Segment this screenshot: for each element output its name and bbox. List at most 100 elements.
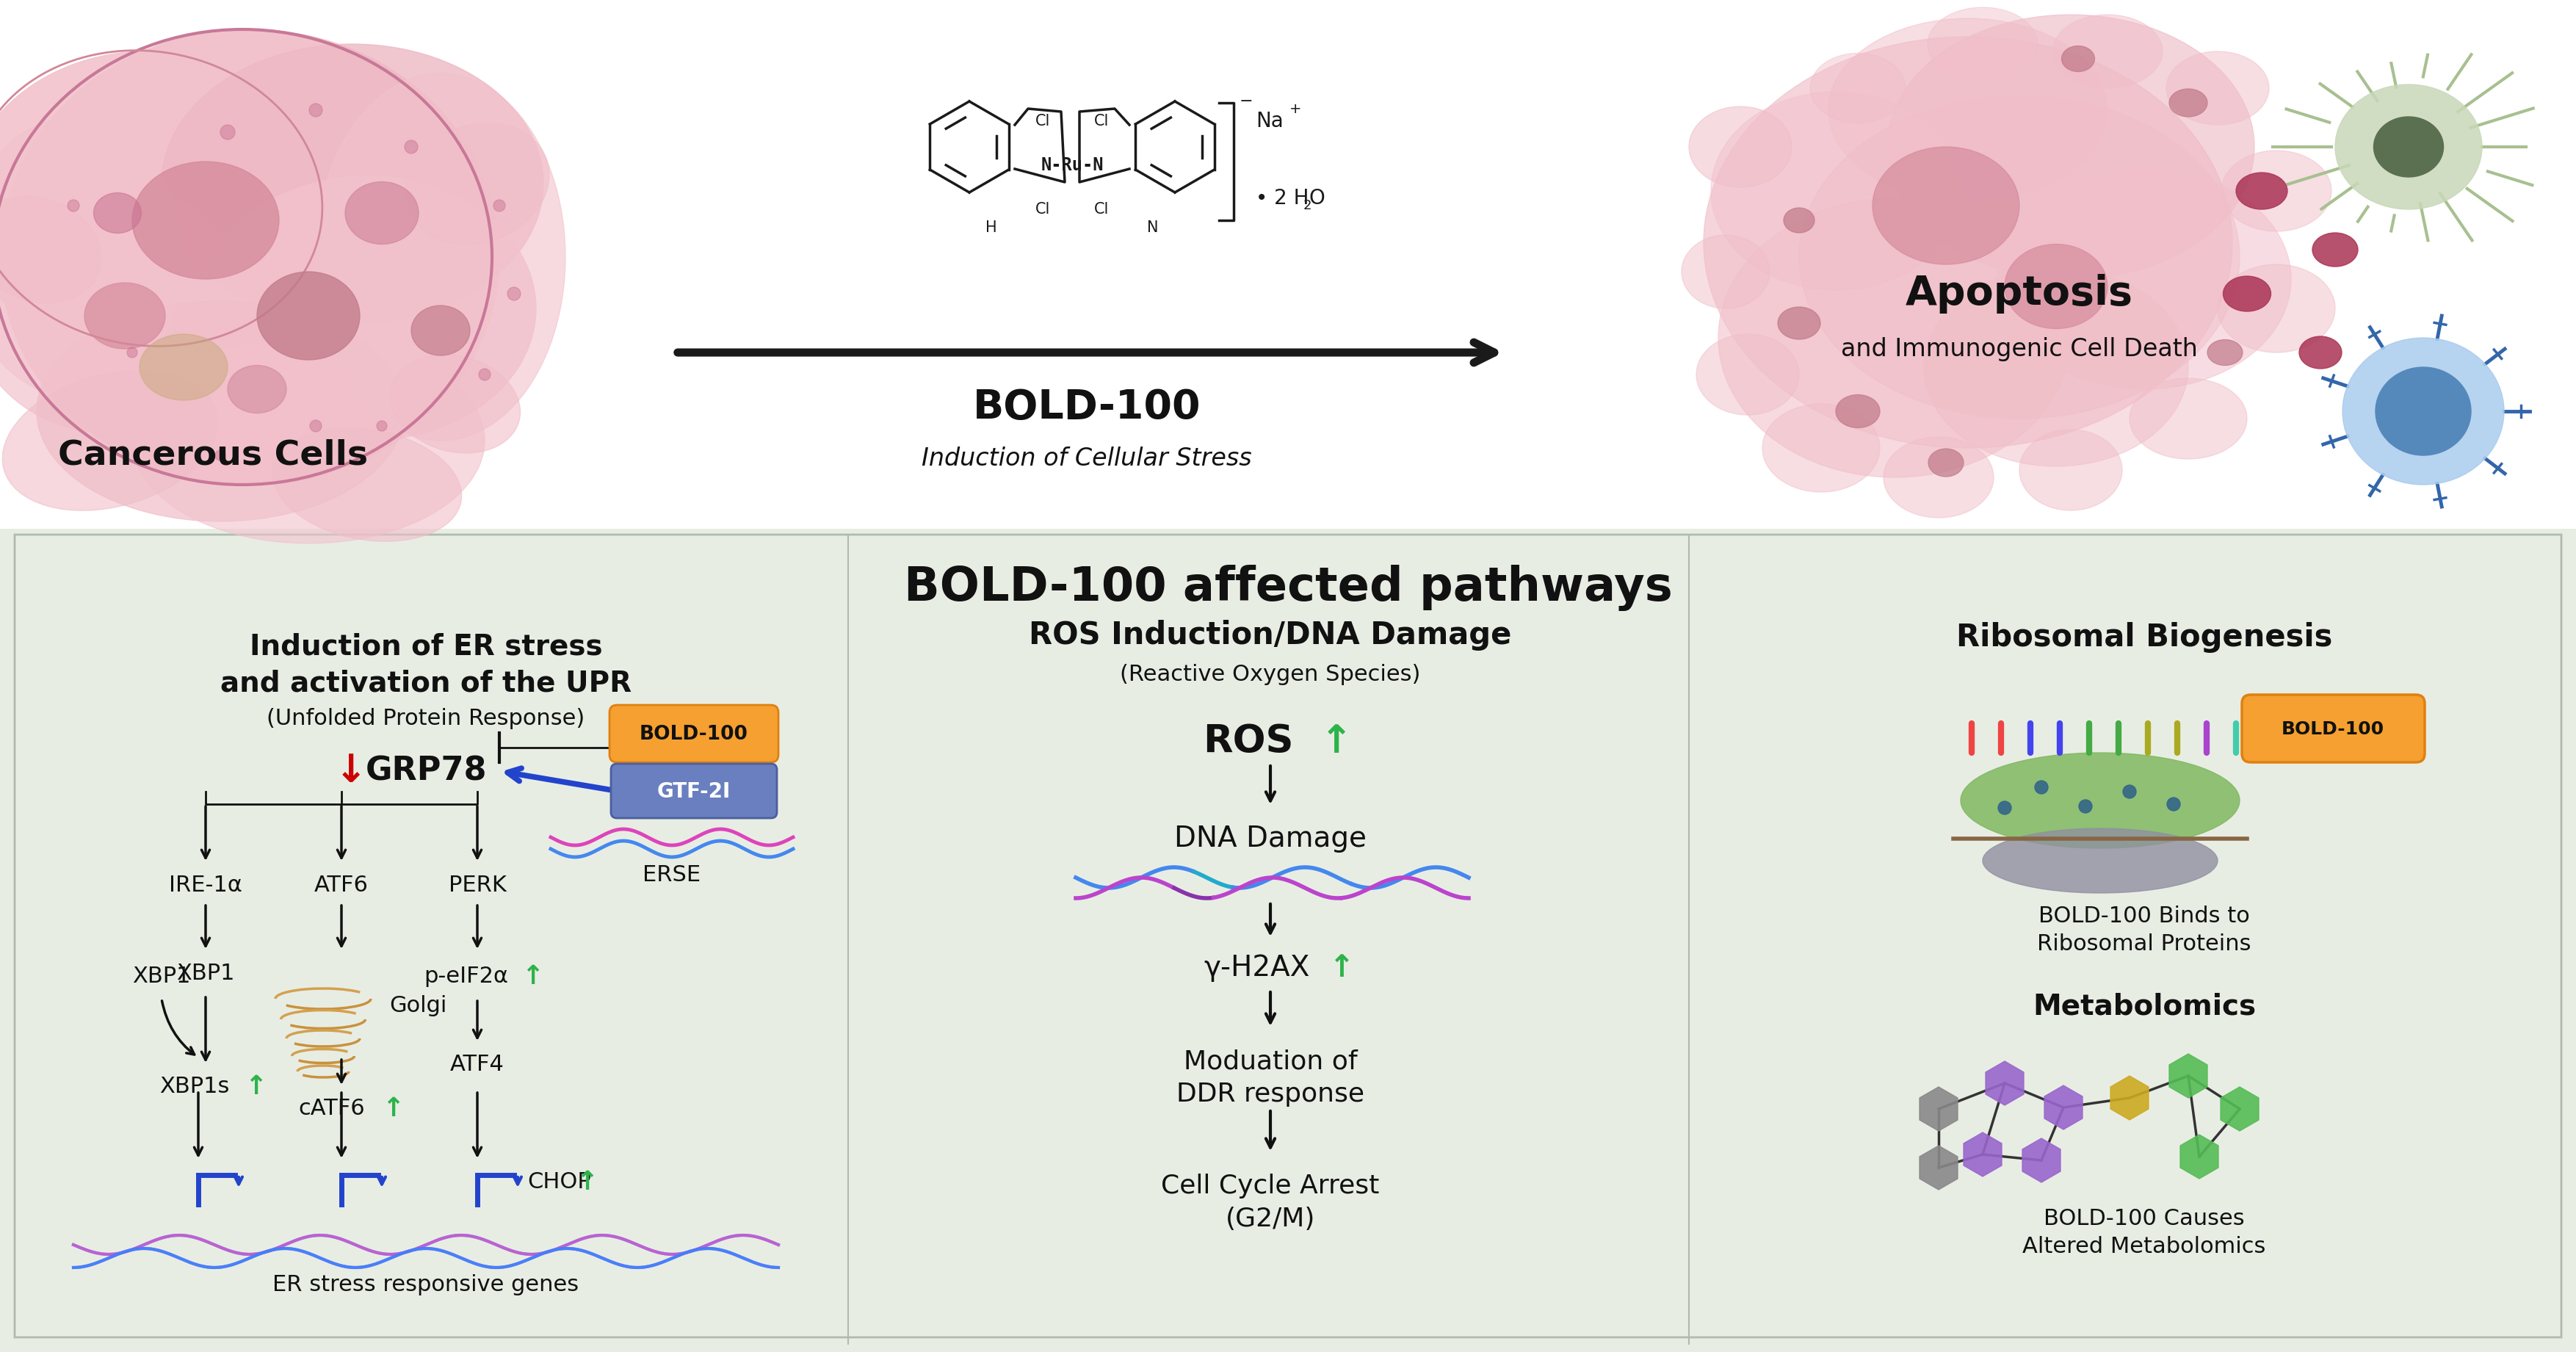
Ellipse shape	[2218, 265, 2334, 353]
Ellipse shape	[227, 365, 286, 414]
Text: BOLD-100: BOLD-100	[2282, 721, 2385, 738]
Text: Cl: Cl	[1036, 114, 1051, 128]
Text: N: N	[1146, 220, 1159, 235]
Ellipse shape	[1873, 147, 2020, 265]
Text: cATF6: cATF6	[299, 1098, 366, 1119]
Text: Ribosomal Biogenesis: Ribosomal Biogenesis	[1955, 622, 2331, 653]
Ellipse shape	[258, 272, 361, 360]
Text: −: −	[1239, 95, 1252, 108]
Ellipse shape	[2313, 233, 2357, 266]
Text: O: O	[1309, 188, 1324, 208]
Text: Cell Cycle Arrest: Cell Cycle Arrest	[1162, 1174, 1381, 1198]
Circle shape	[2123, 786, 2136, 798]
Text: ATF6: ATF6	[314, 875, 368, 895]
Text: ATF4: ATF4	[451, 1055, 505, 1075]
Text: ↑: ↑	[245, 1075, 268, 1099]
Text: ERSE: ERSE	[644, 865, 701, 886]
Circle shape	[376, 420, 386, 431]
Ellipse shape	[3, 370, 219, 511]
Text: PERK: PERK	[448, 875, 507, 895]
Text: Cl: Cl	[1095, 114, 1108, 128]
Text: Metabolomics: Metabolomics	[2032, 992, 2257, 1019]
Ellipse shape	[1777, 307, 1821, 339]
Ellipse shape	[345, 181, 417, 245]
Text: BOLD-100 affected pathways: BOLD-100 affected pathways	[904, 564, 1672, 611]
Ellipse shape	[2342, 338, 2504, 485]
Text: ↓: ↓	[335, 752, 368, 790]
Circle shape	[495, 200, 505, 211]
Ellipse shape	[131, 338, 484, 544]
Circle shape	[309, 420, 322, 431]
Ellipse shape	[1762, 404, 1880, 492]
Ellipse shape	[1710, 92, 1960, 291]
Text: BOLD-100 Causes: BOLD-100 Causes	[2043, 1209, 2244, 1230]
Text: ER stress responsive genes: ER stress responsive genes	[273, 1275, 580, 1295]
Ellipse shape	[389, 354, 520, 453]
Text: ↑: ↑	[1321, 722, 1352, 761]
Text: (Reactive Oxygen Species): (Reactive Oxygen Species)	[1121, 664, 1422, 685]
Ellipse shape	[2334, 84, 2483, 210]
Ellipse shape	[2053, 15, 2164, 88]
Circle shape	[507, 287, 520, 300]
Text: BOLD-100: BOLD-100	[974, 388, 1200, 427]
Text: DDR response: DDR response	[1177, 1082, 1365, 1107]
Ellipse shape	[2020, 430, 2123, 511]
Ellipse shape	[36, 301, 404, 522]
Ellipse shape	[1888, 15, 2254, 279]
Ellipse shape	[1829, 19, 2107, 201]
Text: p-eIF2α: p-eIF2α	[425, 967, 507, 987]
Text: GRP78: GRP78	[366, 756, 487, 787]
FancyBboxPatch shape	[611, 704, 778, 763]
Text: N-Ru-N: N-Ru-N	[1041, 157, 1103, 174]
Ellipse shape	[1798, 96, 2239, 419]
Text: BOLD-100: BOLD-100	[639, 725, 747, 744]
Text: ROS Induction/DNA Damage: ROS Induction/DNA Damage	[1028, 619, 1512, 650]
Text: ↑: ↑	[574, 1169, 598, 1195]
Ellipse shape	[198, 176, 536, 441]
Bar	[0, 529, 2576, 1352]
Text: ↑: ↑	[381, 1096, 404, 1121]
Ellipse shape	[2223, 276, 2272, 311]
Ellipse shape	[273, 429, 461, 541]
Circle shape	[216, 450, 227, 461]
Ellipse shape	[2061, 46, 2094, 72]
Circle shape	[222, 124, 234, 139]
Ellipse shape	[139, 334, 227, 400]
Ellipse shape	[1783, 208, 1814, 233]
Text: XBP1: XBP1	[131, 967, 191, 987]
Text: ↑: ↑	[1329, 953, 1355, 983]
Ellipse shape	[2169, 89, 2208, 116]
Ellipse shape	[1718, 199, 2071, 477]
Text: Apoptosis: Apoptosis	[1906, 274, 2133, 314]
Text: Cl: Cl	[1036, 201, 1051, 216]
Text: IRE-1α: IRE-1α	[170, 875, 242, 895]
Text: and Immunogenic Cell Death: and Immunogenic Cell Death	[1842, 337, 2197, 361]
Ellipse shape	[2221, 150, 2331, 231]
Text: Cancerous Cells: Cancerous Cells	[59, 439, 368, 472]
Ellipse shape	[2300, 337, 2342, 369]
Ellipse shape	[1927, 7, 2038, 81]
Text: (G2/M): (G2/M)	[1226, 1206, 1316, 1232]
Text: Na: Na	[1255, 111, 1283, 131]
Text: Altered Metabolomics: Altered Metabolomics	[2022, 1236, 2267, 1257]
Text: Moduation of: Moduation of	[1182, 1049, 1358, 1073]
Ellipse shape	[162, 45, 544, 323]
Text: and activation of the UPR: and activation of the UPR	[222, 669, 631, 696]
Text: DNA Damage: DNA Damage	[1175, 825, 1368, 853]
Ellipse shape	[2130, 379, 2246, 458]
Text: GTF-2I: GTF-2I	[657, 781, 732, 802]
Ellipse shape	[1984, 829, 2218, 894]
Ellipse shape	[1837, 395, 1880, 427]
Ellipse shape	[0, 196, 100, 303]
Text: (Unfolded Protein Response): (Unfolded Protein Response)	[268, 707, 585, 729]
Ellipse shape	[2166, 51, 2269, 124]
Text: Induction of ER stress: Induction of ER stress	[250, 633, 603, 660]
Ellipse shape	[131, 162, 278, 279]
Text: +: +	[1291, 101, 1301, 116]
Ellipse shape	[1924, 268, 2187, 466]
Ellipse shape	[0, 118, 183, 396]
FancyBboxPatch shape	[2241, 695, 2424, 763]
Ellipse shape	[0, 184, 250, 433]
Text: 2: 2	[1303, 199, 1311, 212]
Ellipse shape	[1690, 107, 1793, 188]
